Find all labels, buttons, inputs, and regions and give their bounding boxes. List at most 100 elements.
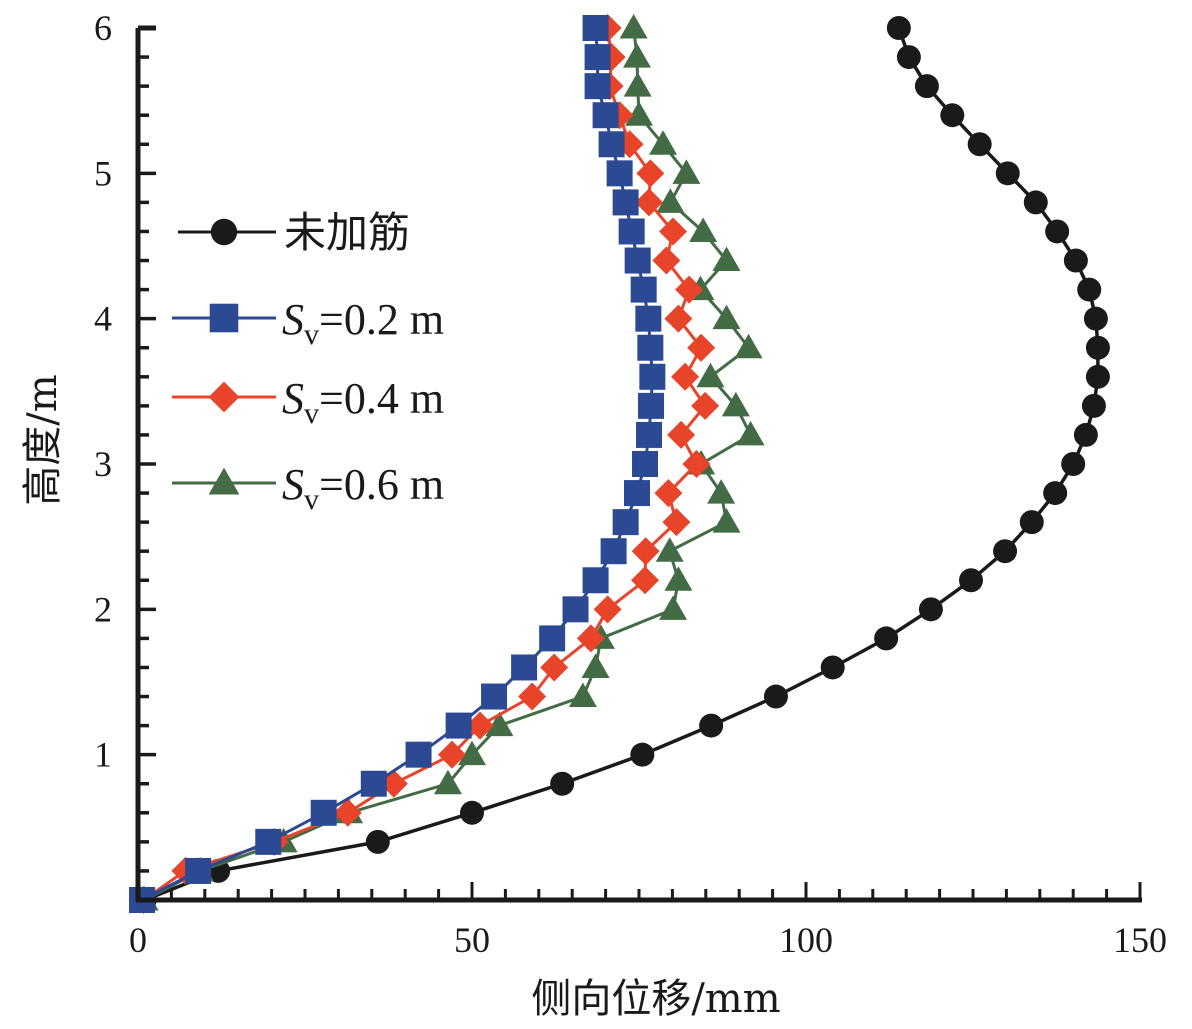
data-point-diamond bbox=[662, 508, 691, 537]
legend-label: Sv=0.2 m bbox=[282, 295, 444, 351]
legend-label: Sv=0.4 m bbox=[282, 374, 444, 430]
data-point-diamond bbox=[631, 566, 660, 595]
data-point-square bbox=[612, 189, 639, 216]
y-axis-title: 高度/m bbox=[20, 374, 66, 505]
data-point-triangle bbox=[672, 159, 701, 184]
data-point-triangle bbox=[625, 101, 653, 126]
x-tick-label: 50 bbox=[454, 920, 490, 960]
data-point-square bbox=[310, 799, 337, 826]
data-point-square bbox=[582, 567, 609, 594]
data-point-diamond bbox=[675, 275, 704, 304]
data-point-triangle bbox=[659, 595, 688, 620]
data-point-triangle bbox=[433, 769, 462, 795]
data-point-circle bbox=[1063, 248, 1088, 273]
data-point-square bbox=[639, 363, 666, 390]
data-point-circle bbox=[918, 597, 943, 622]
legend-label-subscript: v bbox=[304, 318, 319, 351]
data-point-square bbox=[606, 160, 633, 187]
legend-marker-triangle bbox=[208, 467, 240, 495]
x-tick-label: 0 bbox=[129, 920, 147, 960]
data-point-square bbox=[632, 451, 659, 477]
data-point-square bbox=[623, 480, 650, 507]
data-point-diamond bbox=[636, 159, 665, 188]
data-point-square bbox=[638, 392, 665, 419]
data-point-diamond bbox=[652, 246, 681, 275]
data-point-square bbox=[185, 857, 212, 884]
data-point-square bbox=[618, 218, 645, 245]
data-point-triangle bbox=[485, 711, 514, 737]
data-point-square bbox=[405, 741, 432, 768]
legend-label-symbol: S bbox=[282, 374, 304, 423]
data-point-square bbox=[539, 625, 566, 652]
x-tick-label: 100 bbox=[779, 920, 833, 960]
data-point-circle bbox=[993, 539, 1018, 564]
data-point-circle bbox=[874, 626, 899, 651]
legend-marker-diamond bbox=[208, 381, 240, 413]
data-point-square bbox=[600, 538, 627, 565]
data-point-square bbox=[592, 102, 619, 129]
data-point-triangle bbox=[712, 508, 741, 533]
data-point-circle bbox=[914, 74, 939, 99]
legend-item: Sv=0.4 m bbox=[172, 374, 444, 430]
series-square bbox=[129, 15, 666, 913]
x-axis-title: 侧向位移/mm bbox=[531, 976, 780, 1022]
data-point-square bbox=[584, 44, 611, 71]
data-point-circle bbox=[1073, 422, 1098, 447]
data-point-triangle bbox=[619, 14, 648, 39]
data-point-diamond bbox=[333, 798, 362, 827]
data-point-circle bbox=[365, 829, 390, 854]
data-point-circle bbox=[1081, 393, 1106, 418]
data-point-diamond bbox=[671, 362, 700, 391]
legend-item: Sv=0.6 m bbox=[172, 460, 444, 516]
data-point-square bbox=[598, 131, 625, 158]
legend-label-value: =0.4 m bbox=[319, 374, 444, 423]
legend-marker-square bbox=[209, 303, 239, 333]
data-point-circle bbox=[460, 800, 484, 825]
data-point-triangle bbox=[712, 304, 741, 330]
data-point-circle bbox=[1077, 277, 1102, 302]
data-point-square bbox=[584, 73, 611, 100]
y-tick-label: 5 bbox=[94, 153, 112, 193]
legend-label-subscript: v bbox=[304, 483, 319, 516]
data-point-circle bbox=[763, 684, 788, 709]
data-point-diamond bbox=[659, 217, 688, 246]
data-point-diamond bbox=[667, 420, 696, 449]
data-point-circle bbox=[550, 771, 575, 796]
data-point-triangle bbox=[568, 682, 597, 708]
data-point-diamond bbox=[664, 304, 693, 333]
legend-label-value: =0.2 m bbox=[319, 295, 444, 344]
data-point-diamond bbox=[540, 653, 569, 682]
data-point-circle bbox=[896, 45, 921, 70]
data-point-circle bbox=[1019, 510, 1044, 535]
data-point-triangle bbox=[734, 333, 763, 359]
y-tick-label: 1 bbox=[94, 735, 112, 775]
data-point-circle bbox=[967, 132, 992, 157]
data-point-triangle bbox=[622, 43, 651, 68]
y-tick-label: 2 bbox=[94, 589, 112, 629]
data-point-diamond bbox=[635, 188, 664, 217]
data-point-triangle bbox=[656, 188, 685, 213]
legend-label-symbol: S bbox=[282, 295, 304, 344]
data-point-square bbox=[562, 596, 589, 623]
data-point-square bbox=[637, 334, 664, 361]
data-point-diamond bbox=[518, 682, 547, 711]
data-point-triangle bbox=[712, 246, 741, 272]
data-point-circle bbox=[1045, 219, 1070, 244]
legend-label-subscript: v bbox=[304, 397, 319, 430]
data-point-circle bbox=[940, 103, 965, 128]
legend-label: 未加筋 bbox=[284, 208, 410, 257]
y-tick-label: 6 bbox=[94, 8, 112, 48]
series-layer bbox=[129, 14, 1110, 914]
data-point-circle bbox=[1085, 364, 1110, 389]
data-point-triangle bbox=[721, 391, 750, 417]
data-point-square bbox=[636, 421, 663, 448]
data-point-square bbox=[360, 770, 387, 797]
data-point-square bbox=[624, 247, 651, 274]
y-tick-label: 3 bbox=[94, 444, 112, 484]
data-point-square bbox=[511, 654, 538, 681]
data-point-circle bbox=[630, 742, 655, 767]
data-point-square bbox=[445, 712, 472, 739]
data-point-diamond bbox=[631, 537, 660, 566]
legend-item: Sv=0.2 m bbox=[172, 295, 444, 351]
